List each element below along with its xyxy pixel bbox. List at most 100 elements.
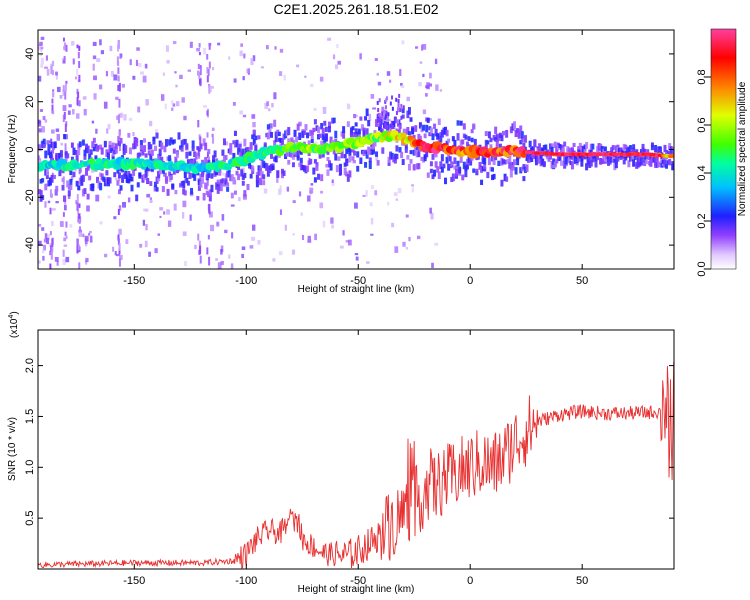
ridge-core [593, 152, 597, 156]
ridge-halo [505, 176, 509, 182]
ridge-halo [155, 132, 159, 139]
noise-speckle [82, 233, 85, 238]
ridge-halo [453, 165, 457, 170]
noise-speckle [220, 248, 223, 255]
noise-streak [50, 138, 53, 143]
ridge-halo [429, 168, 433, 174]
ridge-halo [135, 140, 139, 147]
noise-speckle [411, 187, 414, 193]
ridge-halo [536, 156, 540, 162]
noise-speckle [346, 105, 351, 110]
ridge-halo [340, 131, 344, 137]
ridge-halo [602, 155, 606, 161]
ridge-spike [383, 123, 386, 128]
noise-speckle [163, 211, 166, 215]
noise-speckle [418, 82, 422, 87]
noise-streak [64, 143, 67, 152]
ridge-halo [298, 132, 302, 140]
ridge-halo [106, 178, 110, 187]
ridge-halo [232, 152, 236, 161]
ridge-halo [183, 171, 187, 178]
noise-speckle [279, 71, 283, 76]
noise-speckle [416, 235, 421, 240]
ridge-halo [219, 183, 223, 192]
ridge-halo [500, 157, 504, 166]
noise-speckle [148, 251, 152, 257]
ridge-halo [125, 175, 129, 184]
ridge-halo [64, 157, 68, 162]
ridge-halo [596, 149, 600, 155]
noise-speckle [220, 245, 224, 253]
ridge-spike [389, 123, 392, 128]
ridge-halo [364, 116, 368, 121]
ridge-halo [320, 174, 324, 182]
noise-speckle [405, 246, 408, 250]
ridge-halo [456, 160, 460, 167]
ridge-halo [654, 158, 658, 166]
ridge-halo [204, 157, 208, 164]
ridge-halo [199, 180, 203, 188]
ridge-halo [431, 174, 435, 180]
ridge-halo [346, 147, 350, 153]
ridge-halo [387, 156, 391, 163]
ridge-halo [81, 139, 85, 146]
noise-streak [118, 258, 121, 267]
ridge-halo [555, 146, 559, 155]
ridge-halo [321, 151, 325, 158]
noise-speckle [189, 41, 193, 48]
noise-speckle [310, 183, 314, 186]
ridge-halo [447, 152, 451, 158]
ridge-halo [326, 169, 330, 176]
noise-speckle [110, 71, 114, 77]
ridge-halo [362, 150, 366, 156]
noise-streak [206, 247, 209, 255]
snr-yscale-label: (x10 [9, 318, 20, 338]
ridge-halo [448, 156, 452, 162]
ridge-halo [367, 119, 371, 127]
ridge-halo [166, 189, 170, 196]
ridge-halo [182, 139, 186, 146]
ridge-halo [175, 168, 179, 174]
ridge-halo [368, 161, 372, 170]
noise-speckle [182, 231, 187, 237]
noise-speckle [402, 241, 406, 247]
ridge-halo [417, 133, 421, 140]
ridge-halo [91, 141, 95, 149]
ridge-halo [484, 131, 488, 137]
ridge-halo [346, 121, 350, 128]
ridge-halo [655, 161, 659, 168]
noise-speckle [339, 245, 344, 249]
noise-speckle [430, 212, 434, 220]
noise-speckle [142, 219, 146, 226]
ridge-halo [624, 144, 628, 150]
ridge-halo [487, 131, 491, 139]
snr-ytick-label: 1.0 [24, 460, 36, 475]
ridge-halo [398, 147, 402, 153]
noise-speckle [119, 53, 123, 58]
ridge-halo [179, 183, 183, 188]
noise-speckle [69, 224, 73, 228]
ridge-halo [108, 177, 112, 184]
noise-speckle [251, 236, 256, 241]
noise-speckle [92, 55, 97, 60]
noise-streak [51, 149, 54, 155]
noise-speckle [370, 94, 375, 99]
ridge-halo [393, 158, 397, 164]
ridge-halo [541, 158, 545, 166]
ridge-halo [359, 157, 363, 164]
ridge-halo [661, 158, 665, 164]
ridge-halo [639, 158, 643, 166]
noise-streak [76, 194, 79, 203]
ridge-halo [133, 136, 137, 144]
noise-streak [76, 44, 79, 49]
noise-speckle [242, 76, 245, 81]
noise-speckle [38, 128, 42, 133]
ridge-halo [53, 141, 57, 148]
ridge-halo [280, 170, 284, 179]
ridge-halo [506, 158, 510, 164]
ridge-halo [191, 173, 195, 178]
ridge-halo [462, 161, 466, 170]
ridge-core [628, 152, 632, 156]
ridge-core [641, 152, 645, 156]
noise-speckle [59, 221, 64, 227]
